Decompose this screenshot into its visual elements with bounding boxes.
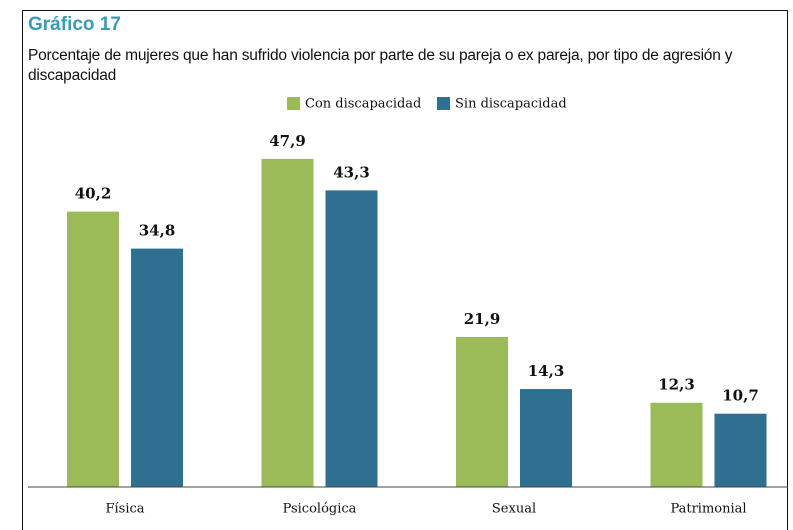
- chart-subtitle: Porcentaje de mujeres que han sufrido vi…: [28, 47, 733, 84]
- bar: [67, 211, 119, 487]
- legend-swatch: [437, 97, 450, 110]
- bar: [520, 389, 572, 487]
- bar: [325, 190, 378, 487]
- value-label: 14,3: [528, 362, 565, 380]
- bar: [714, 413, 767, 487]
- legend-label: Sin discapacidad: [455, 97, 567, 112]
- x-tick-label: Patrimonial: [670, 502, 746, 517]
- value-label: 21,9: [464, 310, 501, 328]
- bar: [261, 158, 314, 487]
- x-tick-label: Psicológica: [283, 502, 357, 517]
- page: {"chart_data": {"type": "bar", "title": …: [22, 10, 788, 530]
- value-label: 47,9: [269, 132, 306, 150]
- value-label: 34,8: [139, 222, 176, 240]
- value-label: 43,3: [333, 163, 370, 181]
- x-tick-label: Sexual: [492, 502, 536, 517]
- bar: [456, 336, 508, 487]
- legend-label: Con discapacidad: [305, 97, 421, 112]
- x-tick-label: Física: [105, 502, 144, 517]
- value-label: 12,3: [658, 376, 695, 394]
- bar: [131, 248, 183, 487]
- legend-swatch: [287, 97, 300, 110]
- bar: [650, 402, 703, 487]
- chart: Con discapacidad Sin discapacidad 40,2 34,8…: [28, 97, 788, 517]
- value-label: 40,2: [75, 185, 112, 203]
- chart-title: Gráfico 17: [28, 14, 121, 35]
- value-label: 10,7: [722, 387, 759, 405]
- frame: [22, 10, 788, 530]
